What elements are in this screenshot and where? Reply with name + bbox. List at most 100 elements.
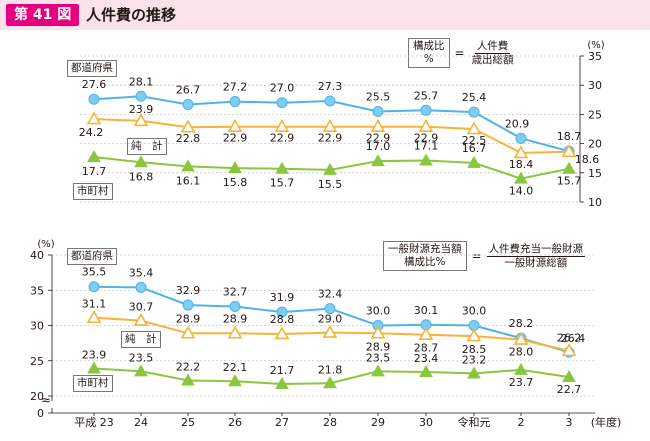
bottom-point-prefecture-4 [276, 306, 288, 318]
bottom-xtick-label-5: 28 [323, 416, 337, 429]
bottom-data-label-net-1: 30.7 [129, 301, 154, 314]
top-point-prefecture-9 [515, 132, 527, 144]
top-point-municipal-5 [323, 162, 337, 175]
bottom-point-net-3 [227, 325, 243, 339]
bottom-data-label-net-2: 28.9 [176, 312, 201, 325]
top-point-prefecture-4 [276, 97, 288, 109]
top-point-net-0 [86, 111, 102, 125]
top-point-municipal-1 [134, 155, 148, 168]
bottom-xtick-label-9: 2 [518, 416, 525, 429]
bottom-x-unit-label: (年度) [591, 415, 622, 429]
bottom-data-label-municipal-9: 23.7 [509, 376, 534, 389]
top-data-label-net-4: 22.9 [270, 132, 295, 145]
top-point-prefecture-8 [468, 106, 480, 118]
top-data-label-prefecture-8: 25.4 [462, 91, 487, 104]
bottom-point-net-2 [180, 325, 196, 339]
top-data-label-municipal-0: 17.7 [82, 165, 107, 178]
top-formula-fraction: 人件費 歳出総額 [470, 40, 516, 67]
top-point-prefecture-2 [182, 98, 194, 110]
top-point-net-9 [513, 145, 529, 159]
bottom-formula-lhs-line2: 構成比% [404, 256, 446, 268]
top-point-net-1 [133, 113, 149, 127]
bottom-ytick-label-25: 25 [30, 355, 44, 368]
bottom-data-label-municipal-8: 23.2 [462, 353, 487, 366]
top-data-label-municipal-1: 16.8 [129, 170, 154, 183]
bottom-xtick-label-0: 平成 23 [74, 416, 114, 429]
bottom-point-municipal-0 [87, 361, 101, 374]
bottom-data-label-municipal-4: 21.7 [270, 364, 295, 377]
bottom-data-label-prefecture-0: 35.5 [82, 266, 107, 279]
top-data-label-municipal-7: 17.1 [414, 140, 439, 153]
bottom-point-net-0 [86, 310, 102, 324]
bottom-data-label-municipal-0: 23.9 [82, 349, 107, 362]
bottom-formula-fraction: 人件費充当一般財源 一般財源総額 [486, 242, 586, 270]
bottom-unit-label: (%) [37, 239, 54, 250]
top-ytick-label-10: 10 [588, 196, 602, 209]
top-point-municipal-2 [181, 159, 195, 172]
bottom-formula-numerator: 人件費充当一般財源 [486, 242, 586, 257]
top-point-prefecture-6 [372, 105, 384, 117]
top-ytick-label-35: 35 [588, 50, 602, 63]
bottom-legend-prefecture: 都道府県 [67, 248, 117, 265]
bottom-xtick-label-2: 25 [181, 416, 195, 429]
top-data-label-net-3: 22.9 [223, 132, 248, 145]
bottom-axis-break: ≈ [41, 393, 51, 407]
top-data-label-prefecture-3: 27.2 [223, 81, 248, 94]
top-ytick-label-20: 20 [588, 138, 602, 151]
top-point-municipal-8 [467, 155, 481, 168]
bottom-data-label-municipal-10: 22.7 [557, 383, 582, 396]
bottom-data-label-prefecture-1: 35.4 [129, 266, 154, 279]
bottom-data-label-net-0: 31.1 [82, 298, 107, 311]
top-legend-prefecture: 都道府県 [67, 60, 117, 77]
top-data-label-net-5: 22.9 [318, 132, 343, 145]
top-point-municipal-6 [371, 154, 385, 167]
bottom-data-label-prefecture-4: 31.9 [270, 291, 295, 304]
bottom-data-label-municipal-7: 23.4 [414, 352, 439, 365]
top-legend-net: 純 計 [127, 138, 167, 155]
top-point-net-4 [274, 119, 290, 132]
top-data-label-municipal-5: 15.5 [318, 178, 343, 191]
top-formula-lhs-line1: 構成比 [413, 40, 445, 52]
top-data-label-prefecture-4: 27.0 [270, 82, 295, 95]
top-data-label-net-0: 24.2 [79, 126, 104, 139]
bottom-data-label-net-7: 28.7 [414, 342, 439, 355]
bottom-xtick-label-3: 26 [228, 416, 242, 429]
top-point-municipal-7 [419, 153, 433, 166]
top-ytick-label-15: 15 [588, 167, 602, 180]
top-point-prefecture-3 [229, 96, 241, 108]
bottom-point-net-6 [370, 325, 386, 339]
top-point-municipal-4 [275, 161, 289, 174]
bottom-point-net-8 [466, 328, 482, 342]
top-point-net-7 [418, 119, 434, 132]
top-unit-label: (%) [587, 40, 604, 51]
top-point-net-10 [561, 144, 577, 158]
bottom-data-label-net-9: 28.0 [509, 346, 534, 359]
top-point-municipal-3 [228, 161, 242, 174]
top-point-prefecture-7 [420, 104, 432, 116]
top-point-net-5 [322, 119, 338, 132]
bottom-data-label-municipal-6: 23.5 [366, 351, 391, 364]
top-formula-numerator: 人件費 [474, 39, 511, 54]
bottom-data-label-net-6: 28.9 [366, 340, 391, 353]
top-point-municipal-0 [87, 150, 101, 163]
bottom-legend-net: 純 計 [121, 331, 161, 348]
top-data-label-municipal-4: 15.7 [270, 177, 295, 190]
top-data-label-municipal-10: 15.7 [557, 175, 582, 188]
bottom-point-prefecture-2 [182, 299, 194, 311]
top-data-label-municipal-8: 16.7 [462, 142, 487, 155]
top-data-label-prefecture-5: 27.3 [318, 80, 343, 93]
top-data-label-municipal-2: 16.1 [176, 174, 201, 187]
top-data-label-prefecture-10: 18.7 [557, 130, 582, 143]
bottom-formula-lhs: 一般財源充当額 構成比% [383, 241, 467, 271]
bottom-data-label-prefecture-9: 28.2 [509, 317, 534, 330]
bottom-data-label-municipal-1: 23.5 [129, 351, 154, 364]
bottom-xtick-label-4: 27 [275, 416, 289, 429]
bottom-point-municipal-7 [419, 365, 433, 378]
bottom-data-label-prefecture-8: 30.0 [462, 305, 487, 318]
top-data-label-net-1: 23.9 [129, 103, 154, 116]
top-data-label-net-9: 18.4 [509, 158, 534, 171]
top-data-label-municipal-6: 17.0 [366, 140, 391, 153]
bottom-point-net-10 [561, 343, 577, 357]
bottom-formula-denominator: 一般財源総額 [504, 256, 568, 269]
